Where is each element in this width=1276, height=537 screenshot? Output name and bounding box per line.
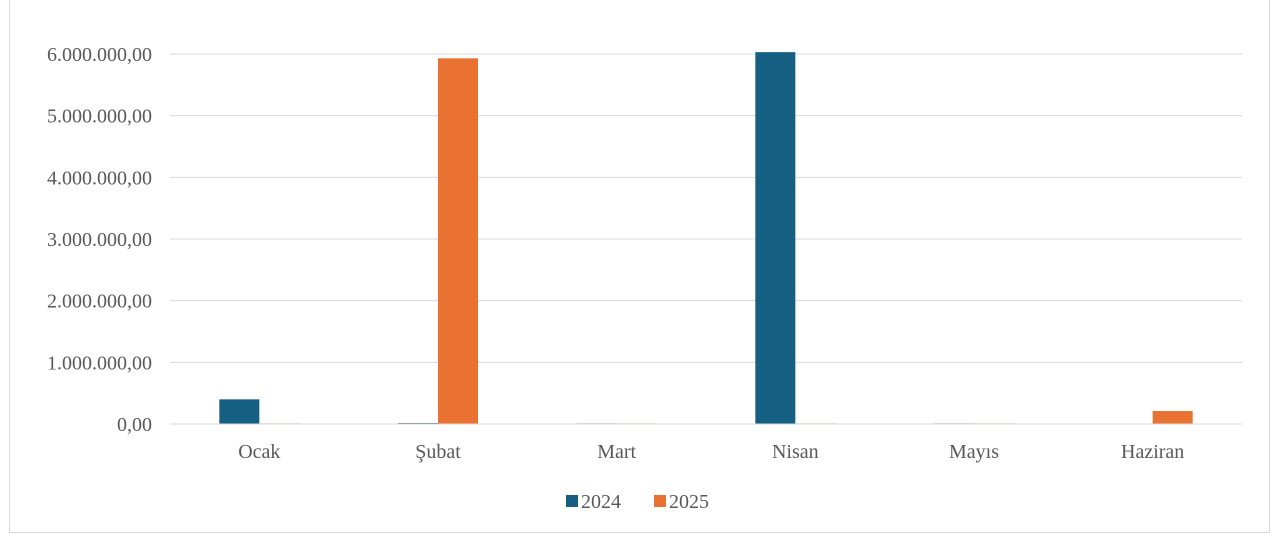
gridlines [170, 53, 1242, 363]
bar-2024-3 [755, 52, 796, 425]
x-category-label: Ocak [238, 441, 280, 463]
x-category-label: Mart [597, 441, 636, 463]
bar-2024-0 [219, 399, 260, 424]
legend-label-2025: 2025 [669, 491, 709, 513]
y-tick-label: 6.000.000,00 [47, 44, 152, 66]
legend-swatch-2025 [654, 495, 666, 507]
y-tick-label: 2.000.000,00 [47, 291, 152, 313]
y-tick-label: 5.000.000,00 [47, 106, 152, 128]
bar-2025-5 [1152, 411, 1193, 424]
y-tick-label: 4.000.000,00 [47, 167, 152, 189]
x-axis-category-labels: Ocak Şubat Mart Nisan Mayıs Haziran [238, 441, 1184, 463]
y-tick-label: 1.000.000,00 [47, 352, 152, 374]
bar-2025-1 [438, 58, 478, 425]
x-category-label: Mayıs [949, 441, 999, 463]
chart-frame [9, 0, 1270, 533]
x-category-label: Şubat [415, 441, 461, 463]
y-tick-label: 0,00 [117, 414, 152, 436]
legend: 2024 2025 [566, 491, 709, 513]
y-axis-tick-labels: 0,00 1.000.000,00 2.000.000,00 3.000.000,00… [47, 44, 152, 436]
x-category-label: Nisan [772, 441, 819, 463]
x-category-label: Haziran [1121, 441, 1184, 463]
bars [219, 52, 1193, 425]
legend-swatch-2024 [566, 495, 578, 507]
legend-label-2024: 2024 [581, 491, 621, 513]
y-tick-label: 3.000.000,00 [47, 229, 152, 251]
